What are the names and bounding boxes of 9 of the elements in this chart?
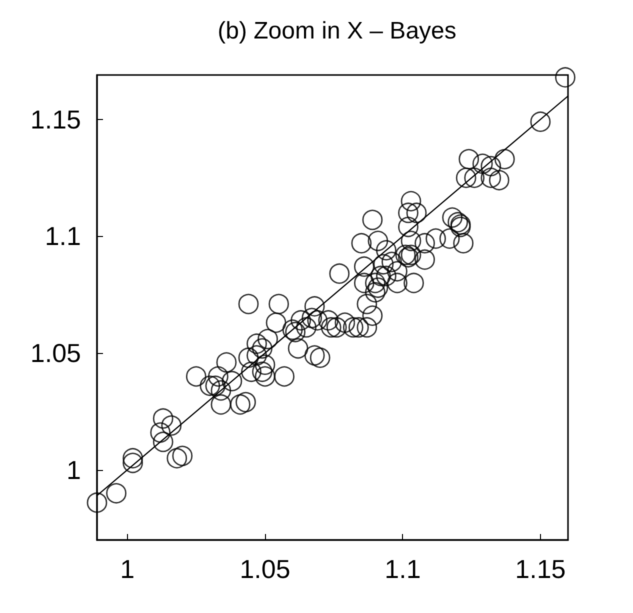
x-tick-label: 1.1 (384, 554, 421, 584)
x-tick-label: 1.15 (515, 554, 566, 584)
x-tick-label: 1.05 (240, 554, 290, 584)
chart-title: (b) Zoom in X – Bayes (218, 18, 456, 44)
y-tick-label: 1.05 (30, 338, 81, 368)
y-tick-label: 1.15 (30, 104, 81, 134)
x-tick-label: 1 (120, 554, 135, 584)
y-tick-label: 1.1 (44, 221, 81, 252)
y-tick-label: 1 (66, 454, 81, 485)
